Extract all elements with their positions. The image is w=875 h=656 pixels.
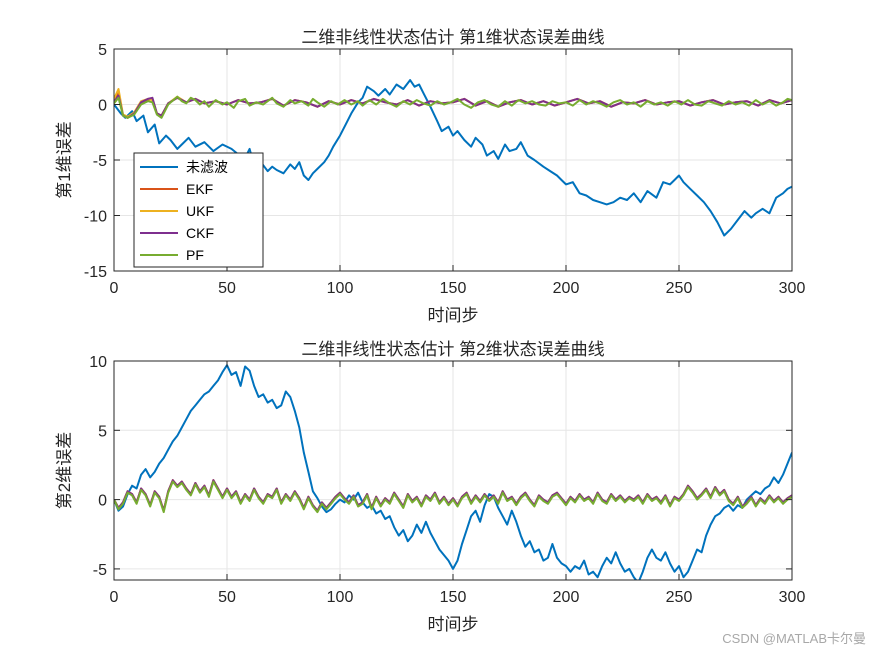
x-axis-label: 时间步 [428,306,479,325]
y-tick-label: 5 [98,423,107,440]
x-tick-label: 300 [779,280,806,297]
series-line-PF [114,95,792,119]
y-tick-label: 0 [98,98,107,115]
y-axis-label: 第1维误差 [55,121,74,198]
series-line-PF [114,480,792,514]
chart-title: 二维非线性状态估计 第2维状态误差曲线 [301,340,604,359]
x-tick-label: 250 [666,280,693,297]
legend-label: 未滤波 [186,159,228,175]
x-tick-label: 0 [110,280,119,297]
y-tick-label: -5 [93,153,107,170]
x-tick-label: 200 [553,280,580,297]
x-tick-label: 100 [327,280,354,297]
legend-label: UKF [186,203,214,219]
x-tick-label: 0 [110,589,119,606]
x-tick-label: 300 [779,589,806,606]
x-tick-label: 150 [440,589,467,606]
x-tick-label: 250 [666,589,693,606]
x-tick-label: 200 [553,589,580,606]
watermark: CSDN @MATLAB卡尔曼 [722,631,866,646]
x-tick-label: 50 [218,589,236,606]
x-tick-label: 150 [440,280,467,297]
legend: 未滤波 EKF UKF CKF PF [133,152,264,268]
x-tick-label: 100 [327,589,354,606]
x-tick-label: 50 [218,280,236,297]
chart-title: 二维非线性状态估计 第1维状态误差曲线 [301,28,604,47]
x-axis-label: 时间步 [428,615,479,634]
y-axis-label: 第2维误差 [55,432,74,509]
y-tick-label: 5 [98,42,107,59]
y-tick-label: 10 [89,354,107,371]
y-tick-label: -15 [84,264,107,281]
legend-label: PF [186,247,204,263]
y-tick-label: -10 [84,209,107,226]
legend-label: CKF [186,225,214,241]
y-tick-label: 0 [98,493,107,510]
legend-label: EKF [186,181,213,197]
y-tick-label: -5 [93,562,107,579]
